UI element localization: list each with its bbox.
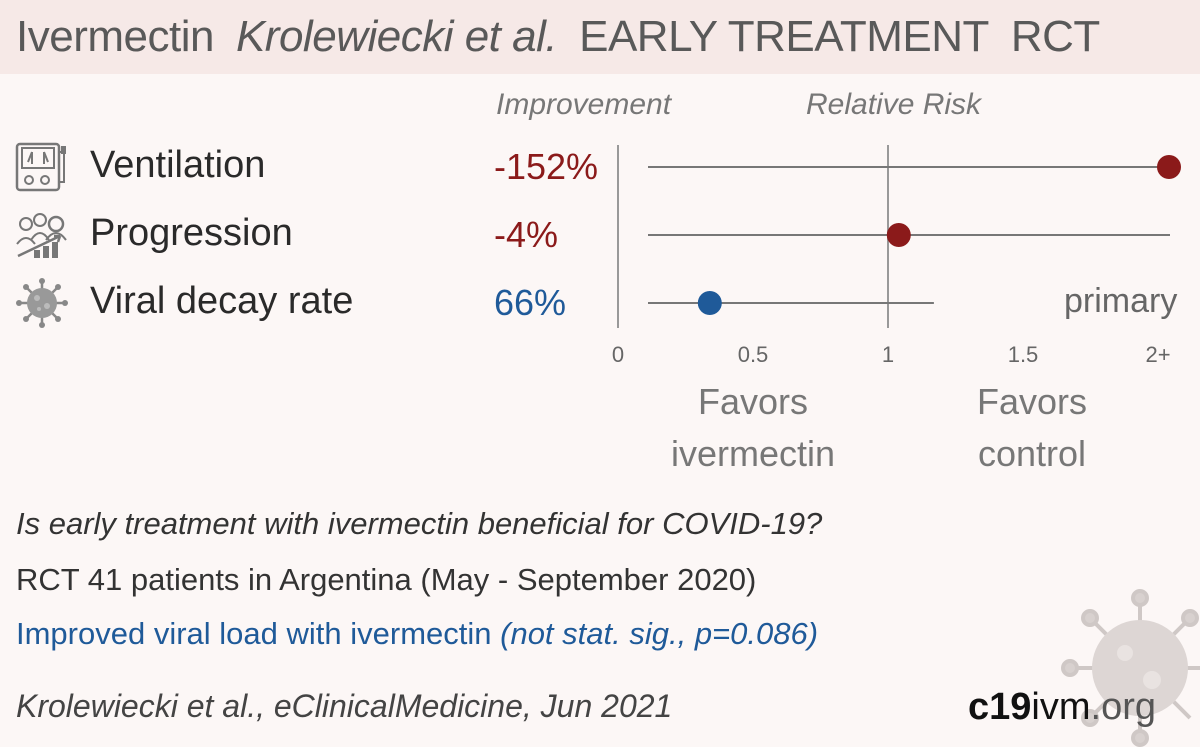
favors-control-label: Favors control — [922, 376, 1142, 480]
summary-design: RCT 41 patients in Argentina (May - Sept… — [16, 562, 757, 597]
outcome-label-progression: Progression — [90, 212, 293, 254]
summary-result-significance: (not stat. sig., p=0.086) — [500, 616, 819, 651]
title-drug: Ivermectin — [16, 12, 214, 61]
site-logo[interactable]: c19ivm.org — [968, 686, 1156, 729]
outcome-label-viral-decay-rate: Viral decay rate — [90, 280, 354, 322]
improvement-ventilation: -152% — [494, 146, 599, 187]
effect-point — [1157, 155, 1181, 179]
title-stage: EARLY TREATMENT — [579, 12, 989, 61]
site-logo-end: .org — [1090, 686, 1156, 728]
summary-result-text: Improved viral load with ivermectin — [16, 616, 501, 651]
x-tick-label: 1.5 — [1008, 342, 1039, 367]
favors-control-line-1: Favors — [976, 381, 1088, 422]
citation: Krolewiecki et al., eClinicalMedicine, J… — [16, 688, 673, 724]
improvement-progression: -4% — [494, 214, 559, 255]
effect-point — [886, 223, 911, 247]
favors-ivermectin-label: Favors ivermectin — [643, 376, 863, 480]
summary-question: Is early treatment with ivermectin benef… — [16, 506, 823, 541]
favors-control-line-2: control — [977, 433, 1087, 474]
favors-ivermectin-line-2: ivermectin — [670, 433, 836, 474]
improvement-column-header: Improvement — [496, 88, 672, 121]
favors-ivermectin-line-1: Favors — [697, 381, 809, 422]
outcome-label-ventilation: Ventilation — [90, 144, 266, 186]
x-tick-label: 0 — [612, 342, 624, 367]
title-design: RCT — [1010, 12, 1100, 61]
page-title: Ivermectin Krolewiecki et al. EARLY TREATM… — [16, 12, 1100, 62]
ventilator-icon — [15, 142, 66, 192]
virus-icon — [16, 278, 68, 328]
header-bar: Ivermectin Krolewiecki et al. EARLY TREATM… — [0, 0, 1200, 74]
site-logo-bold: c19 — [968, 686, 1032, 728]
progression-icon — [16, 213, 67, 258]
improvement-viral-decay-rate: 66% — [494, 282, 567, 323]
virus-watermark-icon — [1061, 589, 1200, 747]
effect-point — [697, 291, 722, 315]
relative-risk-column-header: Relative Risk — [806, 88, 982, 121]
title-study: Krolewiecki et al. — [235, 12, 558, 61]
x-tick-label: 1 — [882, 342, 894, 367]
summary-result: Improved viral load with ivermectin (not… — [16, 616, 818, 652]
primary-outcome-label: primary — [1064, 282, 1178, 320]
site-logo-mid: ivm — [1031, 686, 1091, 728]
x-tick-label: 2+ — [1145, 342, 1170, 367]
x-tick-label: 0.5 — [738, 342, 769, 367]
